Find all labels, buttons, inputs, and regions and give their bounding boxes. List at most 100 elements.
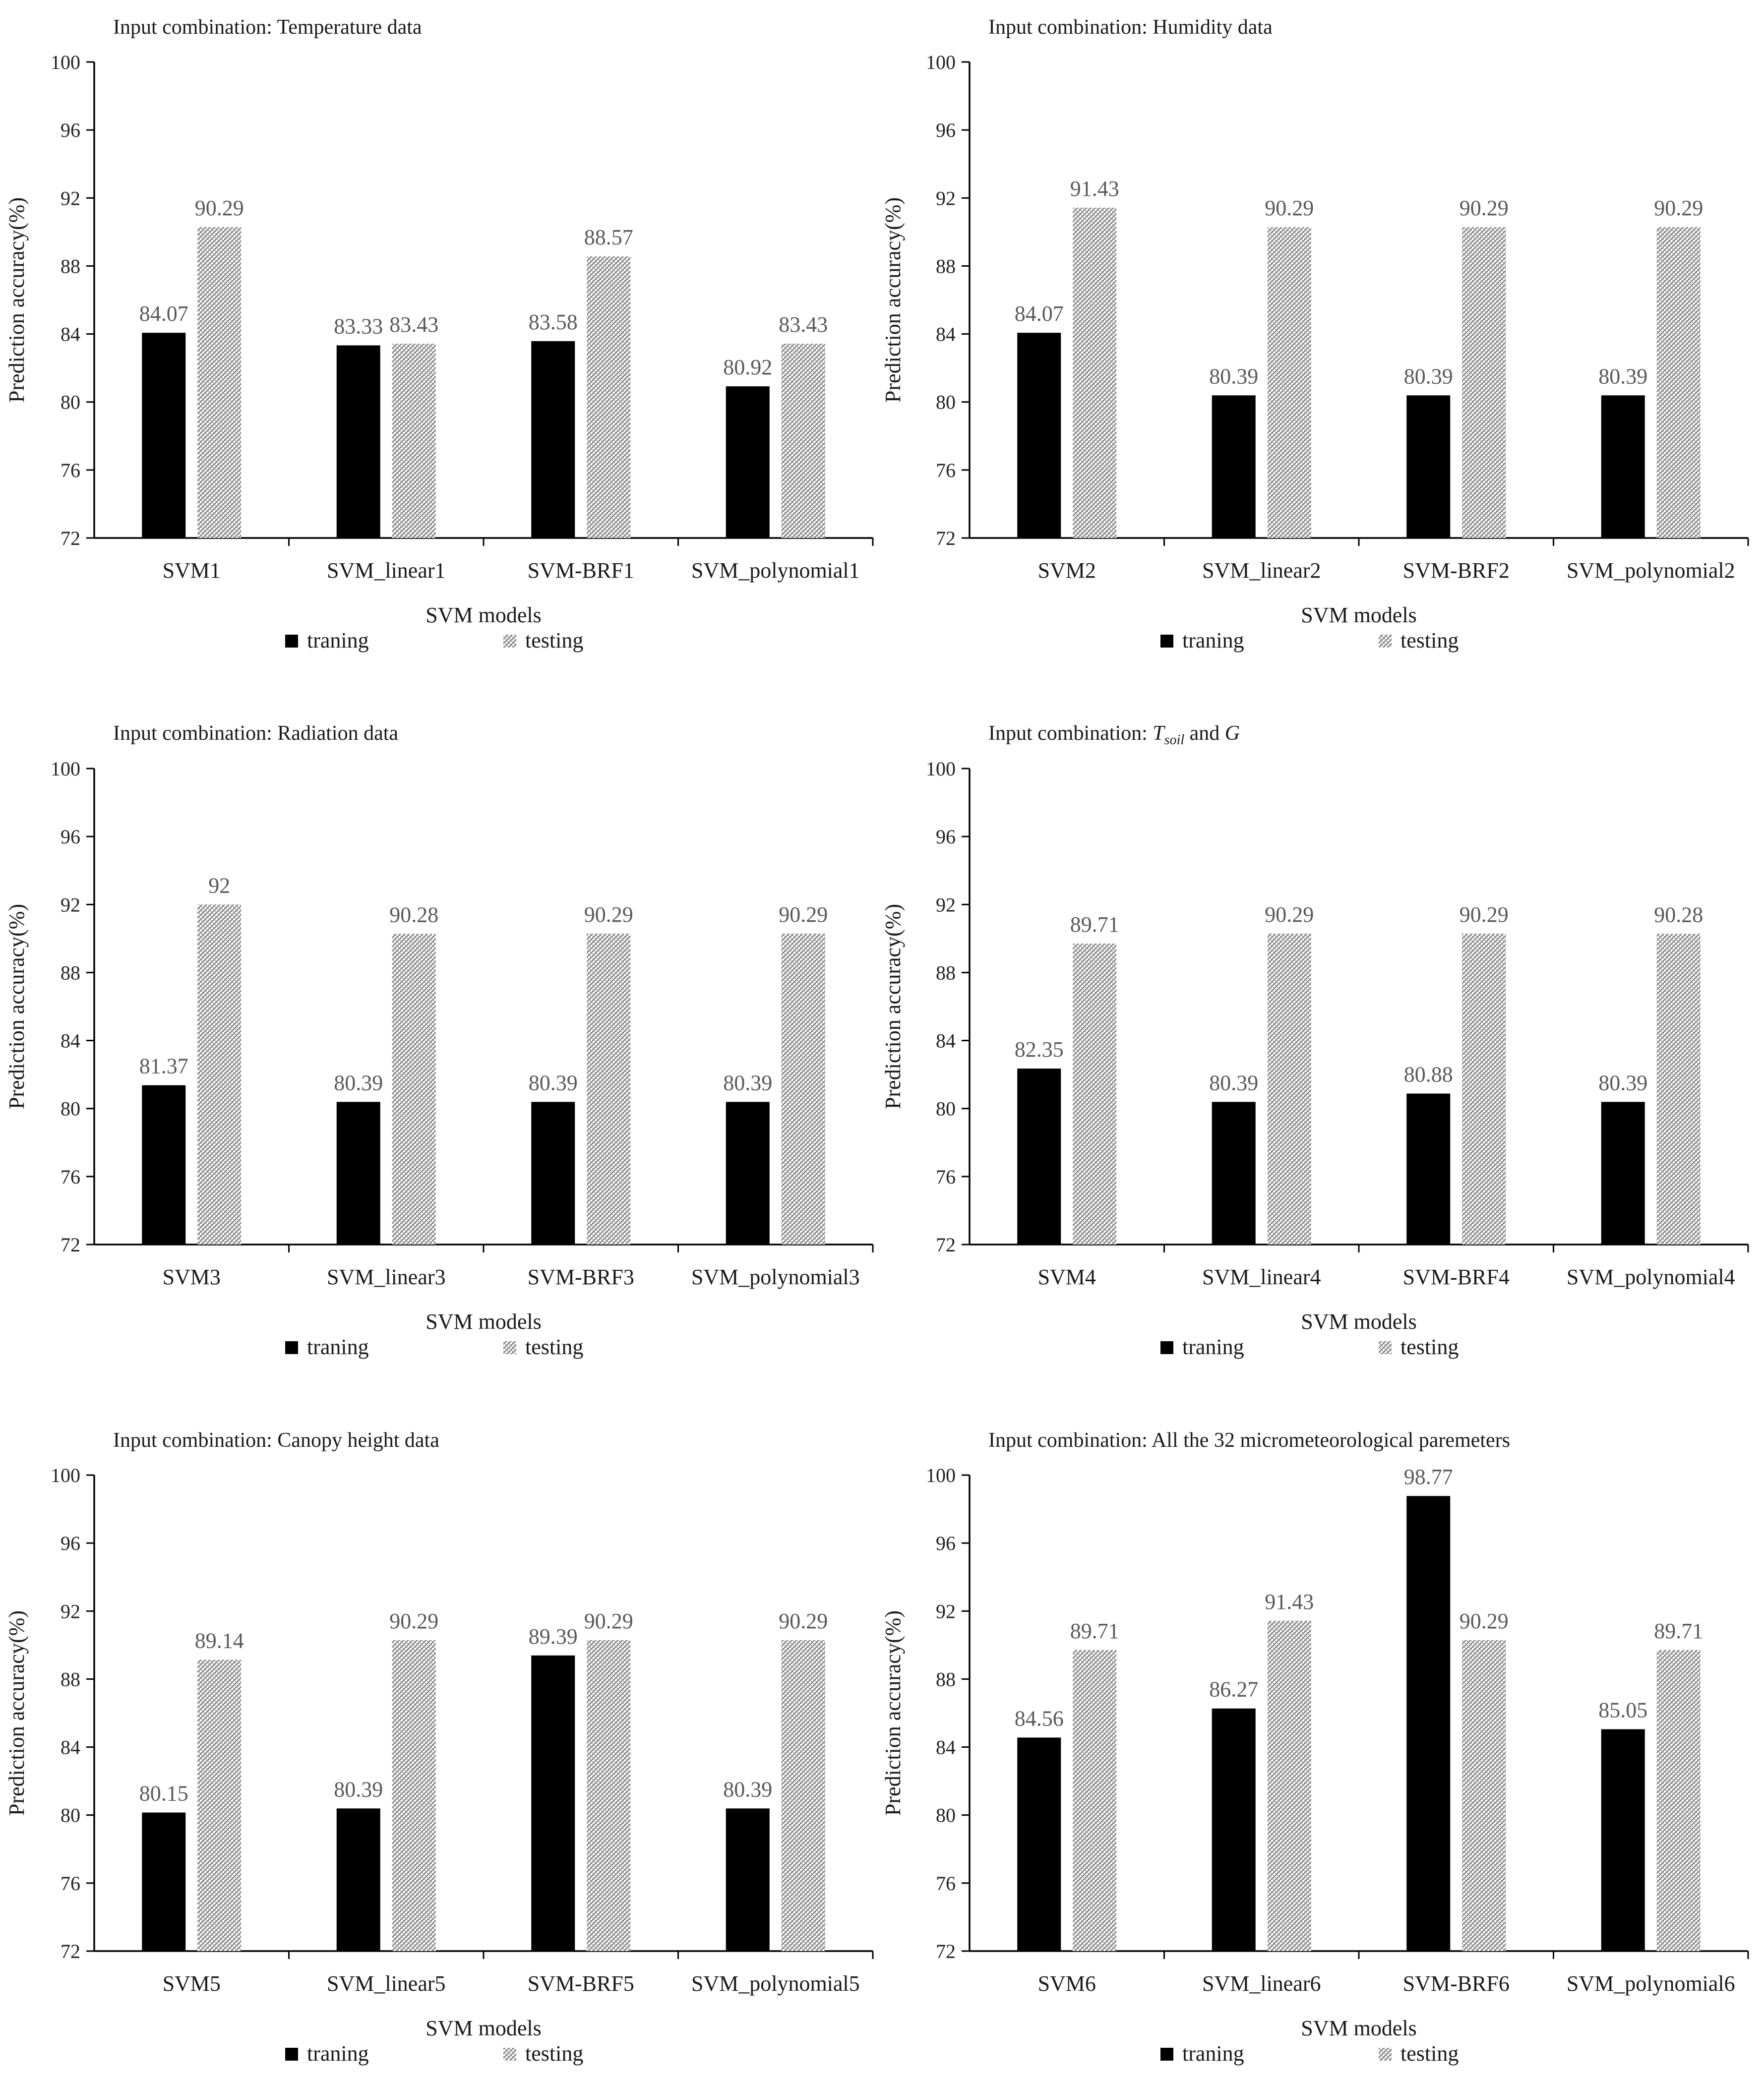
legend-swatch-traning: [285, 1341, 298, 1354]
category-label: SVM6: [1038, 1971, 1096, 1996]
bar-testing-SVM_polynomial4: [1656, 934, 1701, 1245]
category-label: SVM_polynomial6: [1567, 1971, 1735, 1996]
y-tick-label: 80: [936, 391, 956, 414]
data-label: 80.39: [1598, 364, 1647, 388]
bar-traning-SVM_linear3: [336, 1102, 380, 1245]
y-axis-title: Prediction accuracy(%): [881, 197, 905, 403]
y-tick-label: 76: [61, 459, 80, 481]
data-label: 90.29: [1654, 196, 1703, 220]
category-label: SVM_linear3: [327, 1265, 446, 1289]
legend-label-testing: testing: [525, 2041, 583, 2066]
y-tick-label: 76: [936, 1166, 956, 1188]
legend-label-traning: traning: [307, 628, 369, 653]
y-tick-label: 72: [936, 527, 956, 549]
legend-swatch-testing: [1379, 2048, 1392, 2061]
bar-testing-SVM-BRF1: [587, 256, 631, 538]
data-label: 83.43: [389, 312, 438, 337]
legend-swatch-testing: [1379, 1341, 1392, 1354]
bar-traning-SVM_polynomial4: [1601, 1102, 1645, 1245]
chart-title: Input combination: Temperature data: [113, 16, 422, 39]
data-label: 82.35: [1015, 1037, 1064, 1062]
bar-testing-SVM_linear6: [1267, 1620, 1311, 1951]
data-label: 90.29: [195, 196, 244, 220]
data-label: 84.07: [1015, 301, 1064, 326]
bar-testing-SVM-BRF6: [1462, 1640, 1506, 1951]
data-label: 89.14: [195, 1628, 244, 1653]
y-tick-label: 72: [936, 1234, 956, 1256]
category-label: SVM_polynomial5: [691, 1971, 860, 1996]
bar-testing-SVM3: [197, 904, 242, 1245]
bar-testing-SVM2: [1073, 207, 1117, 538]
bar-traning-SVM_polynomial5: [726, 1808, 770, 1951]
data-label: 80.39: [723, 1070, 772, 1095]
data-label: 89.39: [529, 1624, 578, 1649]
category-label: SVM_linear4: [1202, 1265, 1321, 1289]
bar-testing-SVM-BRF4: [1462, 933, 1506, 1245]
category-label: SVM5: [163, 1971, 221, 1996]
bar-traning-SVM-BRF3: [531, 1102, 575, 1245]
y-tick-label: 84: [936, 1030, 956, 1052]
data-label: 80.39: [1598, 1070, 1647, 1095]
category-label: SVM-BRF2: [1403, 558, 1510, 583]
data-label: 90.29: [584, 902, 633, 927]
legend-label-testing: testing: [1400, 2041, 1459, 2066]
bar-testing-SVM_polynomial3: [781, 933, 825, 1245]
data-label: 90.29: [1460, 902, 1509, 927]
category-label: SVM-BRF4: [1403, 1265, 1510, 1289]
data-label: 80.39: [723, 1777, 772, 1801]
data-label: 88.57: [584, 225, 633, 249]
legend-swatch-traning: [1160, 635, 1173, 648]
data-label: 80.39: [1209, 364, 1258, 388]
y-tick-label: 76: [936, 1872, 956, 1895]
data-label: 84.07: [139, 301, 188, 326]
data-label: 90.29: [1265, 902, 1314, 927]
bar-testing-SVM6: [1073, 1650, 1117, 1951]
x-axis-title: SVM models: [426, 603, 541, 627]
data-label: 80.39: [334, 1777, 383, 1801]
data-label: 90.29: [389, 1609, 438, 1633]
chart-title: Input combination: Radiation data: [113, 722, 398, 745]
x-axis-title: SVM models: [1301, 603, 1416, 627]
bar-traning-SVM_polynomial3: [726, 1102, 770, 1245]
category-label: SVM_polynomial4: [1567, 1265, 1735, 1289]
y-tick-label: 76: [61, 1166, 80, 1188]
bar-testing-SVM_linear2: [1267, 227, 1311, 538]
x-axis-title: SVM models: [426, 2016, 541, 2040]
data-label: 80.39: [529, 1070, 578, 1095]
y-tick-label: 80: [936, 1098, 956, 1120]
bar-traning-SVM-BRF1: [531, 341, 575, 538]
legend-label-testing: testing: [525, 628, 583, 653]
y-tick-label: 88: [61, 255, 80, 277]
bar-traning-SVM-BRF6: [1406, 1496, 1451, 1951]
data-label: 90.29: [584, 1609, 633, 1633]
bar-traning-SVM_polynomial1: [726, 386, 770, 538]
x-axis-title: SVM models: [1301, 1309, 1416, 1334]
chart-title: Input combination: Canopy height data: [113, 1429, 439, 1452]
legend-swatch-traning: [1160, 1341, 1173, 1354]
bar-traning-SVM_linear6: [1212, 1708, 1256, 1951]
bar-traning-SVM3: [142, 1085, 186, 1245]
y-tick-label: 92: [936, 1600, 956, 1622]
title-prefix: Input combination:: [988, 722, 1153, 745]
chart-panel-2: Input combination: Humidity data 72 76 80 84…: [881, 16, 1749, 653]
data-label: 80.39: [1404, 364, 1453, 388]
bar-traning-SVM_linear4: [1212, 1102, 1256, 1245]
category-label: SVM-BRF1: [528, 558, 634, 583]
data-label: 80.39: [334, 1070, 383, 1095]
legend-swatch-traning: [285, 2048, 298, 2061]
bar-testing-SVM-BRF5: [587, 1640, 631, 1951]
category-label: SVM3: [163, 1265, 221, 1289]
bar-testing-SVM_polynomial1: [781, 344, 825, 538]
bar-testing-SVM_polynomial2: [1656, 227, 1701, 538]
y-tick-label: 80: [61, 391, 80, 414]
data-label: 90.28: [389, 902, 438, 927]
y-tick-label: 76: [936, 459, 956, 481]
chart-panel-1: Input combination: Temperature data 72 76 8…: [4, 16, 874, 653]
x-axis-title: SVM models: [1301, 2016, 1416, 2040]
bar-testing-SVM_linear1: [392, 344, 436, 538]
data-label: 89.71: [1070, 1619, 1119, 1643]
bar-testing-SVM_linear3: [392, 934, 436, 1245]
legend-label-testing: testing: [525, 1335, 583, 1359]
category-label: SVM_linear2: [1202, 558, 1321, 583]
y-tick-label: 100: [926, 758, 956, 780]
